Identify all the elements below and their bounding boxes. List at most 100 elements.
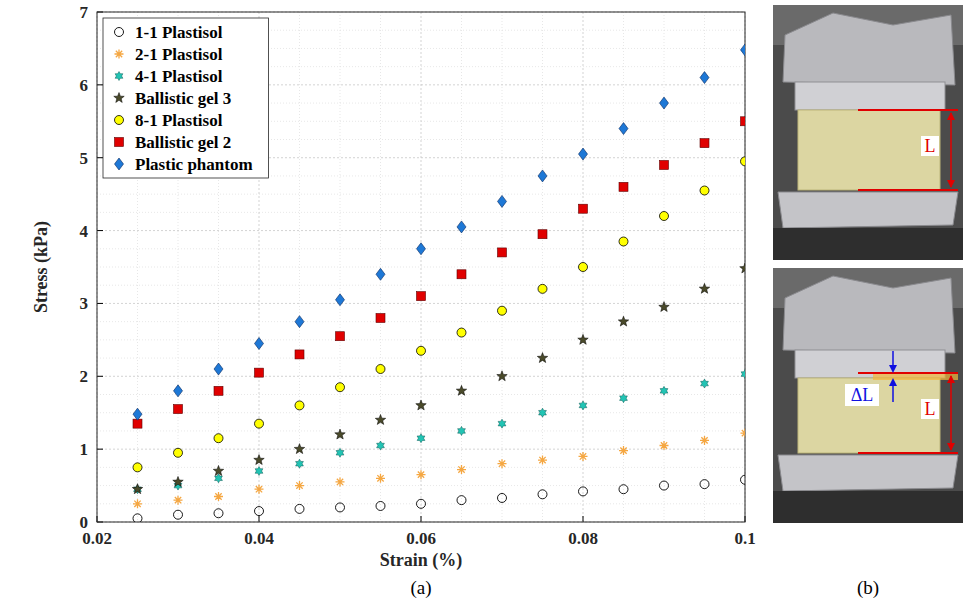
figure: 0.020.040.060.080.101234567Strain (%)Str… <box>0 0 969 603</box>
point <box>619 123 628 135</box>
tick-label: 6 <box>80 76 89 95</box>
gel-sample <box>798 110 940 190</box>
legend-label: 1-1 Plastisol <box>135 23 223 42</box>
point <box>214 509 223 518</box>
grid-line <box>97 376 745 377</box>
point <box>579 263 588 272</box>
point <box>660 212 669 221</box>
point <box>740 263 745 273</box>
point <box>578 334 588 344</box>
tick-mark <box>259 516 260 522</box>
point <box>660 161 669 170</box>
point <box>417 434 425 443</box>
point <box>538 170 547 182</box>
minor-grid <box>97 12 745 522</box>
tick-mark <box>583 516 584 522</box>
highlight <box>873 373 958 380</box>
tick-label: 2 <box>80 367 89 386</box>
point <box>498 195 507 207</box>
tick-mark <box>421 516 422 522</box>
point <box>376 365 385 374</box>
point <box>457 465 466 474</box>
point <box>619 182 628 191</box>
point <box>579 452 588 461</box>
point <box>538 456 547 465</box>
point <box>700 139 709 148</box>
axes-frame <box>97 12 745 522</box>
point <box>255 485 264 494</box>
point <box>699 283 709 293</box>
legend-marker <box>115 138 124 147</box>
tick-label: 0.04 <box>244 529 274 548</box>
ref-line <box>858 189 958 191</box>
point <box>619 446 628 455</box>
plot-area <box>97 12 745 522</box>
point <box>294 444 304 454</box>
tick-label: 0.06 <box>406 529 436 548</box>
point <box>457 496 466 505</box>
x-axis-title: Strain (%) <box>380 550 463 571</box>
point <box>579 487 588 496</box>
point <box>700 186 709 195</box>
point <box>214 386 223 395</box>
point <box>660 481 669 490</box>
arrow-head <box>947 112 955 120</box>
ref-line <box>858 452 958 454</box>
photo-panel: LΔLL <box>773 5 963 523</box>
series <box>133 475 745 522</box>
tick-label: 4 <box>80 222 89 241</box>
tick-mark <box>97 376 103 377</box>
point <box>579 204 588 213</box>
point <box>620 394 628 403</box>
point <box>336 294 345 306</box>
arrow-head <box>889 365 897 373</box>
point <box>174 385 183 397</box>
point <box>498 306 507 315</box>
point <box>498 493 507 502</box>
tick-label: 1 <box>80 440 89 459</box>
legend-marker <box>115 158 124 170</box>
point <box>254 455 264 465</box>
tick-label: 5 <box>80 149 89 168</box>
point <box>700 436 709 445</box>
minor-grid-line <box>704 12 705 522</box>
point <box>376 314 385 323</box>
minor-grid-line <box>97 394 745 395</box>
legend-label: Ballistic gel 3 <box>135 89 231 108</box>
point <box>174 510 183 519</box>
point <box>376 501 385 510</box>
legend-label: 2-1 Plastisol <box>135 45 223 64</box>
point <box>457 221 466 233</box>
point <box>174 405 183 414</box>
point <box>417 346 426 355</box>
point <box>335 429 345 439</box>
point <box>539 408 547 417</box>
panel-label: (b) <box>857 577 879 599</box>
tick-label: 0.1 <box>734 529 755 548</box>
photo-base <box>773 491 963 523</box>
minor-grid-line <box>461 12 462 522</box>
point <box>377 441 385 450</box>
tick-label: 3 <box>80 294 89 313</box>
point <box>295 316 304 328</box>
point <box>295 481 304 490</box>
point <box>497 371 507 381</box>
minor-grid-line <box>97 430 745 431</box>
grid-line <box>97 303 745 304</box>
tick-mark <box>97 303 103 304</box>
point <box>133 463 142 472</box>
tick-label: 7 <box>80 3 89 22</box>
arrow-head <box>947 443 955 451</box>
point <box>498 419 506 428</box>
ref-line <box>858 372 958 374</box>
point <box>214 434 223 443</box>
point <box>660 441 669 450</box>
point <box>295 401 304 410</box>
point <box>296 459 304 468</box>
point <box>133 499 142 508</box>
point <box>538 490 547 499</box>
arrow-head <box>889 378 897 386</box>
legend: 1-1 Plastisol2-1 Plastisol4-1 PlastisolB… <box>103 18 269 178</box>
point <box>498 248 507 257</box>
point <box>618 316 628 326</box>
